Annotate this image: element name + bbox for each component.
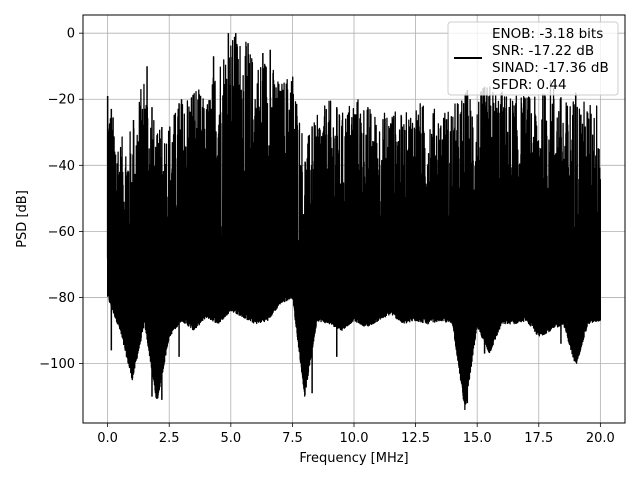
y-tick-label: −60 xyxy=(48,225,75,240)
legend-entry-enob: ENOB: -3.18 bits xyxy=(492,26,603,42)
legend-entry-sfdr: SFDR: 0.44 xyxy=(492,77,567,93)
y-tick-label: −80 xyxy=(48,291,75,306)
y-tick-label: −100 xyxy=(39,357,75,372)
x-tick-label: 0.0 xyxy=(97,431,118,446)
legend-box xyxy=(447,21,619,96)
x-tick-label: 20.0 xyxy=(586,431,615,446)
legend-entry-snr: SNR: -17.22 dB xyxy=(492,43,594,59)
x-tick-label: 7.5 xyxy=(282,431,303,446)
y-axis-label: PSD [dB] xyxy=(15,190,30,248)
y-tick-label: 0 xyxy=(67,27,75,42)
y-tick-label: −40 xyxy=(48,159,75,174)
x-tick-label: 12.5 xyxy=(401,431,430,446)
x-axis-label: Frequency [MHz] xyxy=(299,451,408,466)
psd-series-line xyxy=(106,36,602,411)
x-tick-label: 2.5 xyxy=(159,431,180,446)
x-tick-label: 17.5 xyxy=(524,431,553,446)
y-tick-label: −20 xyxy=(48,93,75,108)
y-axis-ticks: 0 −20 −40 −60 −80 −100 xyxy=(39,27,83,372)
x-tick-label: 15.0 xyxy=(463,431,492,446)
x-axis-ticks: 0.0 2.5 5.0 7.5 10.0 12.5 15.0 17.5 20.0 xyxy=(97,423,615,446)
x-tick-label: 5.0 xyxy=(220,431,241,446)
series-layer xyxy=(106,33,602,411)
plot-area xyxy=(106,33,602,411)
x-tick-label: 10.0 xyxy=(340,431,369,446)
legend-entry-sinad: SINAD: -17.36 dB xyxy=(492,60,609,76)
legend: ENOB: -3.18 bits SNR: -17.22 dB SINAD: -… xyxy=(447,21,619,96)
